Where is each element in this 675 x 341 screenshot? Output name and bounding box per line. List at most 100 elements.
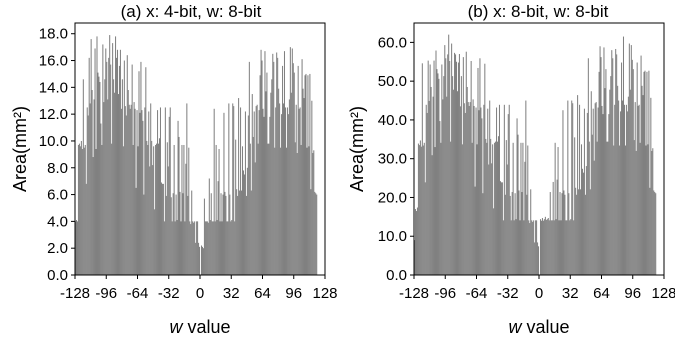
chart-b-bar bbox=[605, 69, 607, 275]
chart-a-bar bbox=[146, 140, 148, 275]
chart-a-bar bbox=[312, 153, 314, 275]
chart-b-bar bbox=[638, 104, 640, 275]
chart-b-bar bbox=[631, 59, 633, 275]
chart-b-bar bbox=[535, 220, 537, 275]
chart-a-bar bbox=[99, 81, 101, 275]
chart-b-bar bbox=[414, 240, 416, 275]
chart-b-bar bbox=[465, 51, 467, 275]
chart-a-bar bbox=[168, 116, 170, 275]
chart-b-bar bbox=[474, 186, 476, 275]
chart-a-bar bbox=[306, 147, 308, 275]
chart-a-bar bbox=[240, 107, 242, 275]
chart-b-bar bbox=[526, 194, 528, 275]
chart-a-xtick-label: 128 bbox=[312, 285, 337, 302]
chart-a-bar bbox=[225, 195, 227, 275]
chart-b-bar bbox=[536, 220, 538, 275]
chart-b-bar bbox=[589, 189, 591, 275]
chart-b-bar bbox=[621, 62, 623, 275]
chart-a-bar bbox=[291, 48, 293, 275]
chart-b-bar bbox=[586, 112, 588, 275]
chart-b-bar bbox=[496, 107, 498, 276]
chart-a-bar bbox=[296, 153, 298, 275]
chart-b-bar bbox=[489, 100, 491, 275]
chart-a-bar bbox=[83, 147, 85, 275]
chart-a-bar bbox=[224, 191, 226, 275]
chart-b-bar bbox=[418, 145, 420, 275]
chart-a-bar bbox=[160, 182, 162, 275]
chart-b-bar bbox=[541, 218, 543, 275]
chart-b-bar bbox=[508, 104, 510, 275]
chart-b-bar bbox=[476, 144, 478, 275]
chart-a-bar bbox=[131, 64, 133, 275]
chart-a-bar bbox=[219, 221, 221, 275]
chart-a-bar bbox=[186, 103, 188, 276]
chart-b-ytick-label: 20.0 bbox=[378, 189, 407, 206]
chart-b-bar bbox=[554, 142, 556, 275]
chart-a-bar bbox=[85, 183, 87, 275]
chart-a-bar bbox=[212, 221, 214, 275]
chart-b-bar bbox=[484, 63, 486, 276]
chart-b-bar bbox=[523, 220, 525, 275]
chart-a-bar bbox=[127, 90, 129, 276]
chart-b-bar bbox=[610, 76, 612, 275]
chart-a-bar bbox=[289, 47, 291, 275]
chart-a-bar bbox=[187, 195, 189, 275]
chart-a-bar bbox=[264, 51, 266, 276]
chart-b-bar bbox=[570, 219, 572, 275]
chart-b-bar bbox=[460, 76, 462, 275]
chart-b-bar bbox=[481, 118, 483, 276]
chart-b-bar bbox=[622, 36, 625, 275]
chart-a-x-axis: -128 -96 -64 -32 0 32 64 96 128 bbox=[60, 275, 338, 302]
chart-b-bar bbox=[438, 78, 440, 275]
chart-b-bar bbox=[493, 208, 495, 275]
chart-b-bar bbox=[580, 189, 582, 275]
chart-b-bar bbox=[531, 220, 533, 275]
chart-b-bar bbox=[651, 150, 653, 275]
chart-b-bar bbox=[527, 145, 529, 275]
chart-a-bar bbox=[161, 183, 163, 275]
chart-a-bar bbox=[284, 107, 286, 275]
chart-a-bar bbox=[271, 79, 273, 275]
chart-b-bars bbox=[414, 34, 657, 276]
chart-b-bar bbox=[599, 46, 601, 276]
chart-a-bar bbox=[82, 79, 84, 275]
chart-b-bar bbox=[495, 141, 497, 275]
chart-b-bar bbox=[576, 194, 578, 275]
chart-b-bar bbox=[622, 100, 624, 275]
chart-b-bar bbox=[542, 220, 544, 275]
chart-a-bar bbox=[165, 195, 167, 275]
chart-b-bar bbox=[466, 86, 468, 275]
chart-b-bar bbox=[430, 86, 432, 275]
chart-b-bar bbox=[490, 138, 492, 275]
chart-b-bar bbox=[543, 219, 545, 275]
chart-a-bar bbox=[254, 162, 256, 275]
chart-b-bar bbox=[538, 246, 540, 275]
chart-a-bar bbox=[200, 245, 203, 275]
chart-a-bar bbox=[170, 197, 172, 275]
chart-a-bar bbox=[87, 115, 89, 276]
chart-a-bar bbox=[147, 144, 149, 275]
chart-a-xlabel-rest: value bbox=[182, 317, 230, 337]
chart-b-bar bbox=[582, 172, 584, 275]
chart-b: (b) x: 8-bit, w: 8-bit 0.0 10.0 20.0 30.0 40… bbox=[347, 2, 675, 337]
chart-a-bar bbox=[313, 150, 315, 275]
chart-b-bar bbox=[502, 220, 504, 275]
chart-b-bar bbox=[612, 58, 614, 275]
chart-a-bar bbox=[203, 198, 205, 275]
chart-a-bar bbox=[239, 190, 241, 275]
chart-b-bar bbox=[469, 102, 471, 275]
chart-a-ytick-label: 0.0 bbox=[47, 267, 68, 284]
chart-a-bar bbox=[311, 100, 313, 276]
chart-b-bar bbox=[487, 108, 489, 276]
chart-b-bar bbox=[571, 100, 573, 275]
chart-a-bar bbox=[278, 88, 280, 276]
chart-a-bar bbox=[231, 220, 233, 275]
chart-b-bar bbox=[455, 54, 457, 276]
chart-b-bar bbox=[505, 140, 507, 275]
chart-b-bar bbox=[514, 193, 516, 275]
chart-b-bar bbox=[428, 100, 430, 276]
chart-a-bar bbox=[178, 136, 180, 275]
chart-b-bar bbox=[650, 97, 652, 275]
chart-a-bar bbox=[172, 193, 174, 275]
chart-a-bar bbox=[129, 108, 131, 275]
